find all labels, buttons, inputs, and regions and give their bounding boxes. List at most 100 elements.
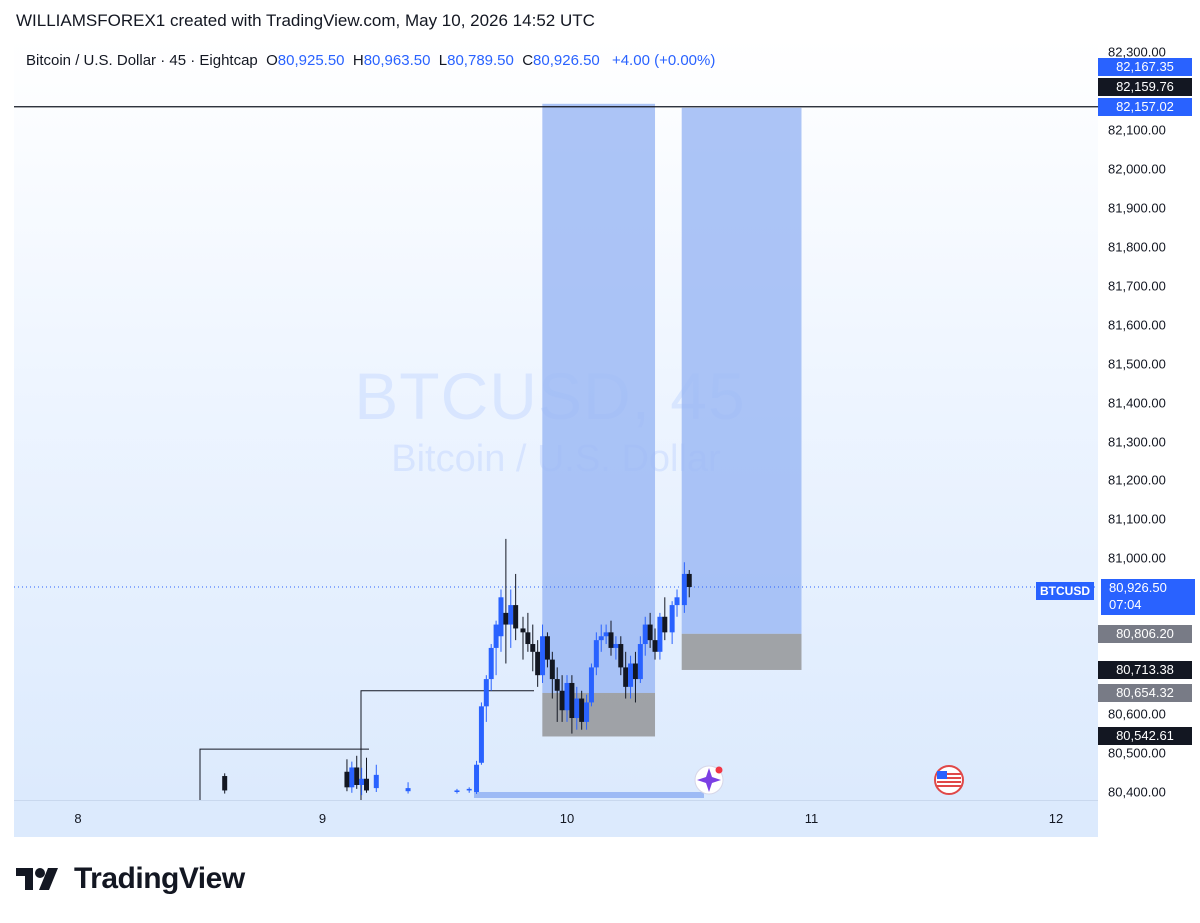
candle-body (652, 640, 658, 652)
candle-body (588, 667, 594, 703)
candle-body (530, 644, 536, 652)
price-tag-6: 80,654.32 (1098, 683, 1192, 702)
stop-zone[interactable] (681, 633, 802, 670)
legend-symbol: Bitcoin / U.S. Dollar · 45 · Eightcap (26, 52, 258, 69)
candle-body (579, 698, 585, 722)
candle-body (544, 636, 550, 660)
y-tick-label: 81,900.00 (1108, 200, 1166, 216)
target-zone[interactable] (681, 107, 802, 634)
legend-open: 80,925.50 (277, 52, 345, 69)
price-tag-2: 82,159.76 (1098, 78, 1192, 96)
tradingview-logo-icon (16, 868, 58, 890)
y-tick-label: 80,600.00 (1108, 706, 1166, 722)
legend-open-label: O (266, 52, 278, 69)
candle-body (559, 690, 565, 711)
y-tick-label: 81,600.00 (1108, 317, 1166, 333)
last-price-value: 80,926.50 (1109, 580, 1167, 595)
legend-high: 80,963.50 (363, 52, 431, 69)
ohlc-legend: Bitcoin / U.S. Dollar · 45 · Eightcap O8… (26, 52, 715, 69)
candle-body (647, 624, 653, 641)
candle-body (569, 682, 575, 719)
sparkle-event-glyph (697, 768, 721, 792)
y-tick-label: 81,200.00 (1108, 472, 1166, 488)
x-tick-label: 9 (318, 811, 327, 826)
candle-body (613, 644, 619, 648)
candle-body (344, 771, 350, 788)
candle-body (584, 702, 590, 722)
time-axis[interactable]: 8 9 10 11 12 (14, 800, 1098, 837)
candle-body (405, 788, 411, 792)
flag-stripe (937, 785, 961, 787)
candle-body (662, 616, 668, 633)
event-dot (715, 766, 723, 774)
candle-body (466, 788, 472, 791)
time-range-highlight (474, 792, 704, 798)
y-tick-label: 81,300.00 (1108, 434, 1166, 450)
candle-body (603, 632, 609, 637)
candle-body (535, 651, 541, 676)
price-tag-7: 80,542.61 (1098, 727, 1192, 746)
candle-body (618, 644, 624, 668)
candle-body (637, 644, 643, 680)
candle-body (349, 767, 355, 788)
price-axis[interactable]: 82,300.00 82,100.00 82,000.00 81,900.00 81,8… (1098, 38, 1200, 800)
symbol-price-tag: BTCUSD (1036, 582, 1094, 600)
candle-body (593, 640, 599, 668)
y-tick-label: 81,500.00 (1108, 356, 1166, 372)
candle-body (364, 778, 370, 791)
legend-close-label: C (522, 52, 534, 69)
candle-body (554, 679, 560, 691)
candle-body (354, 767, 360, 785)
candle-body (564, 682, 570, 711)
target-zone[interactable] (542, 103, 656, 693)
y-tick-label: 81,700.00 (1108, 278, 1166, 294)
flag-stripe (937, 781, 961, 783)
us-flag-event-icon[interactable] (934, 765, 964, 795)
legend-close: 80,926.50 (533, 52, 600, 69)
flag-stripe (937, 777, 961, 779)
candle-body (598, 636, 604, 641)
x-tick-label: 11 (804, 811, 819, 826)
candle-body (681, 573, 687, 606)
candle-body (520, 628, 526, 633)
flag-canton (937, 771, 947, 779)
candle-body (478, 706, 484, 763)
candle-body (674, 597, 680, 606)
range-bracket-right[interactable] (360, 690, 534, 800)
candle-body (503, 612, 509, 625)
y-tick-label: 82,300.00 (1108, 44, 1166, 60)
y-tick-label: 82,000.00 (1108, 161, 1166, 177)
flag-stripe (937, 773, 961, 775)
brand-name: TradingView (74, 862, 245, 895)
candle-body (549, 659, 555, 680)
x-tick-label: 10 (559, 811, 575, 826)
candle-body (623, 667, 629, 687)
legend-change: +4.00 (+0.00%) (611, 52, 716, 69)
creator-line: WILLIAMSFOREX1 created with TradingView.… (16, 11, 595, 30)
price-tag-4: 80,806.20 (1098, 624, 1192, 643)
last-price-tag: 80,926.50 07:04 (1101, 579, 1195, 615)
price-tag-5: 80,713.38 (1098, 660, 1192, 679)
candle-body (628, 663, 634, 687)
y-tick-label: 81,100.00 (1108, 511, 1166, 527)
candle-body (669, 605, 675, 633)
candle-body (642, 624, 648, 645)
bar-countdown: 07:04 (1109, 597, 1142, 612)
candle-body (498, 597, 504, 637)
range-bracket-left[interactable] (199, 748, 369, 800)
x-tick-label: 12 (1048, 811, 1064, 826)
price-tag-1: 82,167.35 (1098, 58, 1192, 76)
candle-body (222, 776, 228, 791)
chart-canvas[interactable] (14, 38, 1098, 800)
candle-body (574, 698, 580, 719)
candle-body (657, 616, 663, 652)
legend-low: 80,789.50 (447, 52, 514, 69)
stop-zone[interactable] (542, 692, 656, 737)
x-tick-label: 8 (74, 811, 82, 826)
legend-high-label: H (352, 52, 364, 69)
candle-body (474, 764, 480, 792)
chart-pane[interactable]: BTCUSD, 45 Bitcoin / U.S. Dollar Bitcoin… (14, 38, 1098, 800)
candle-body (488, 647, 494, 680)
candle-body (508, 605, 514, 625)
legend-low-label: L (438, 52, 448, 69)
